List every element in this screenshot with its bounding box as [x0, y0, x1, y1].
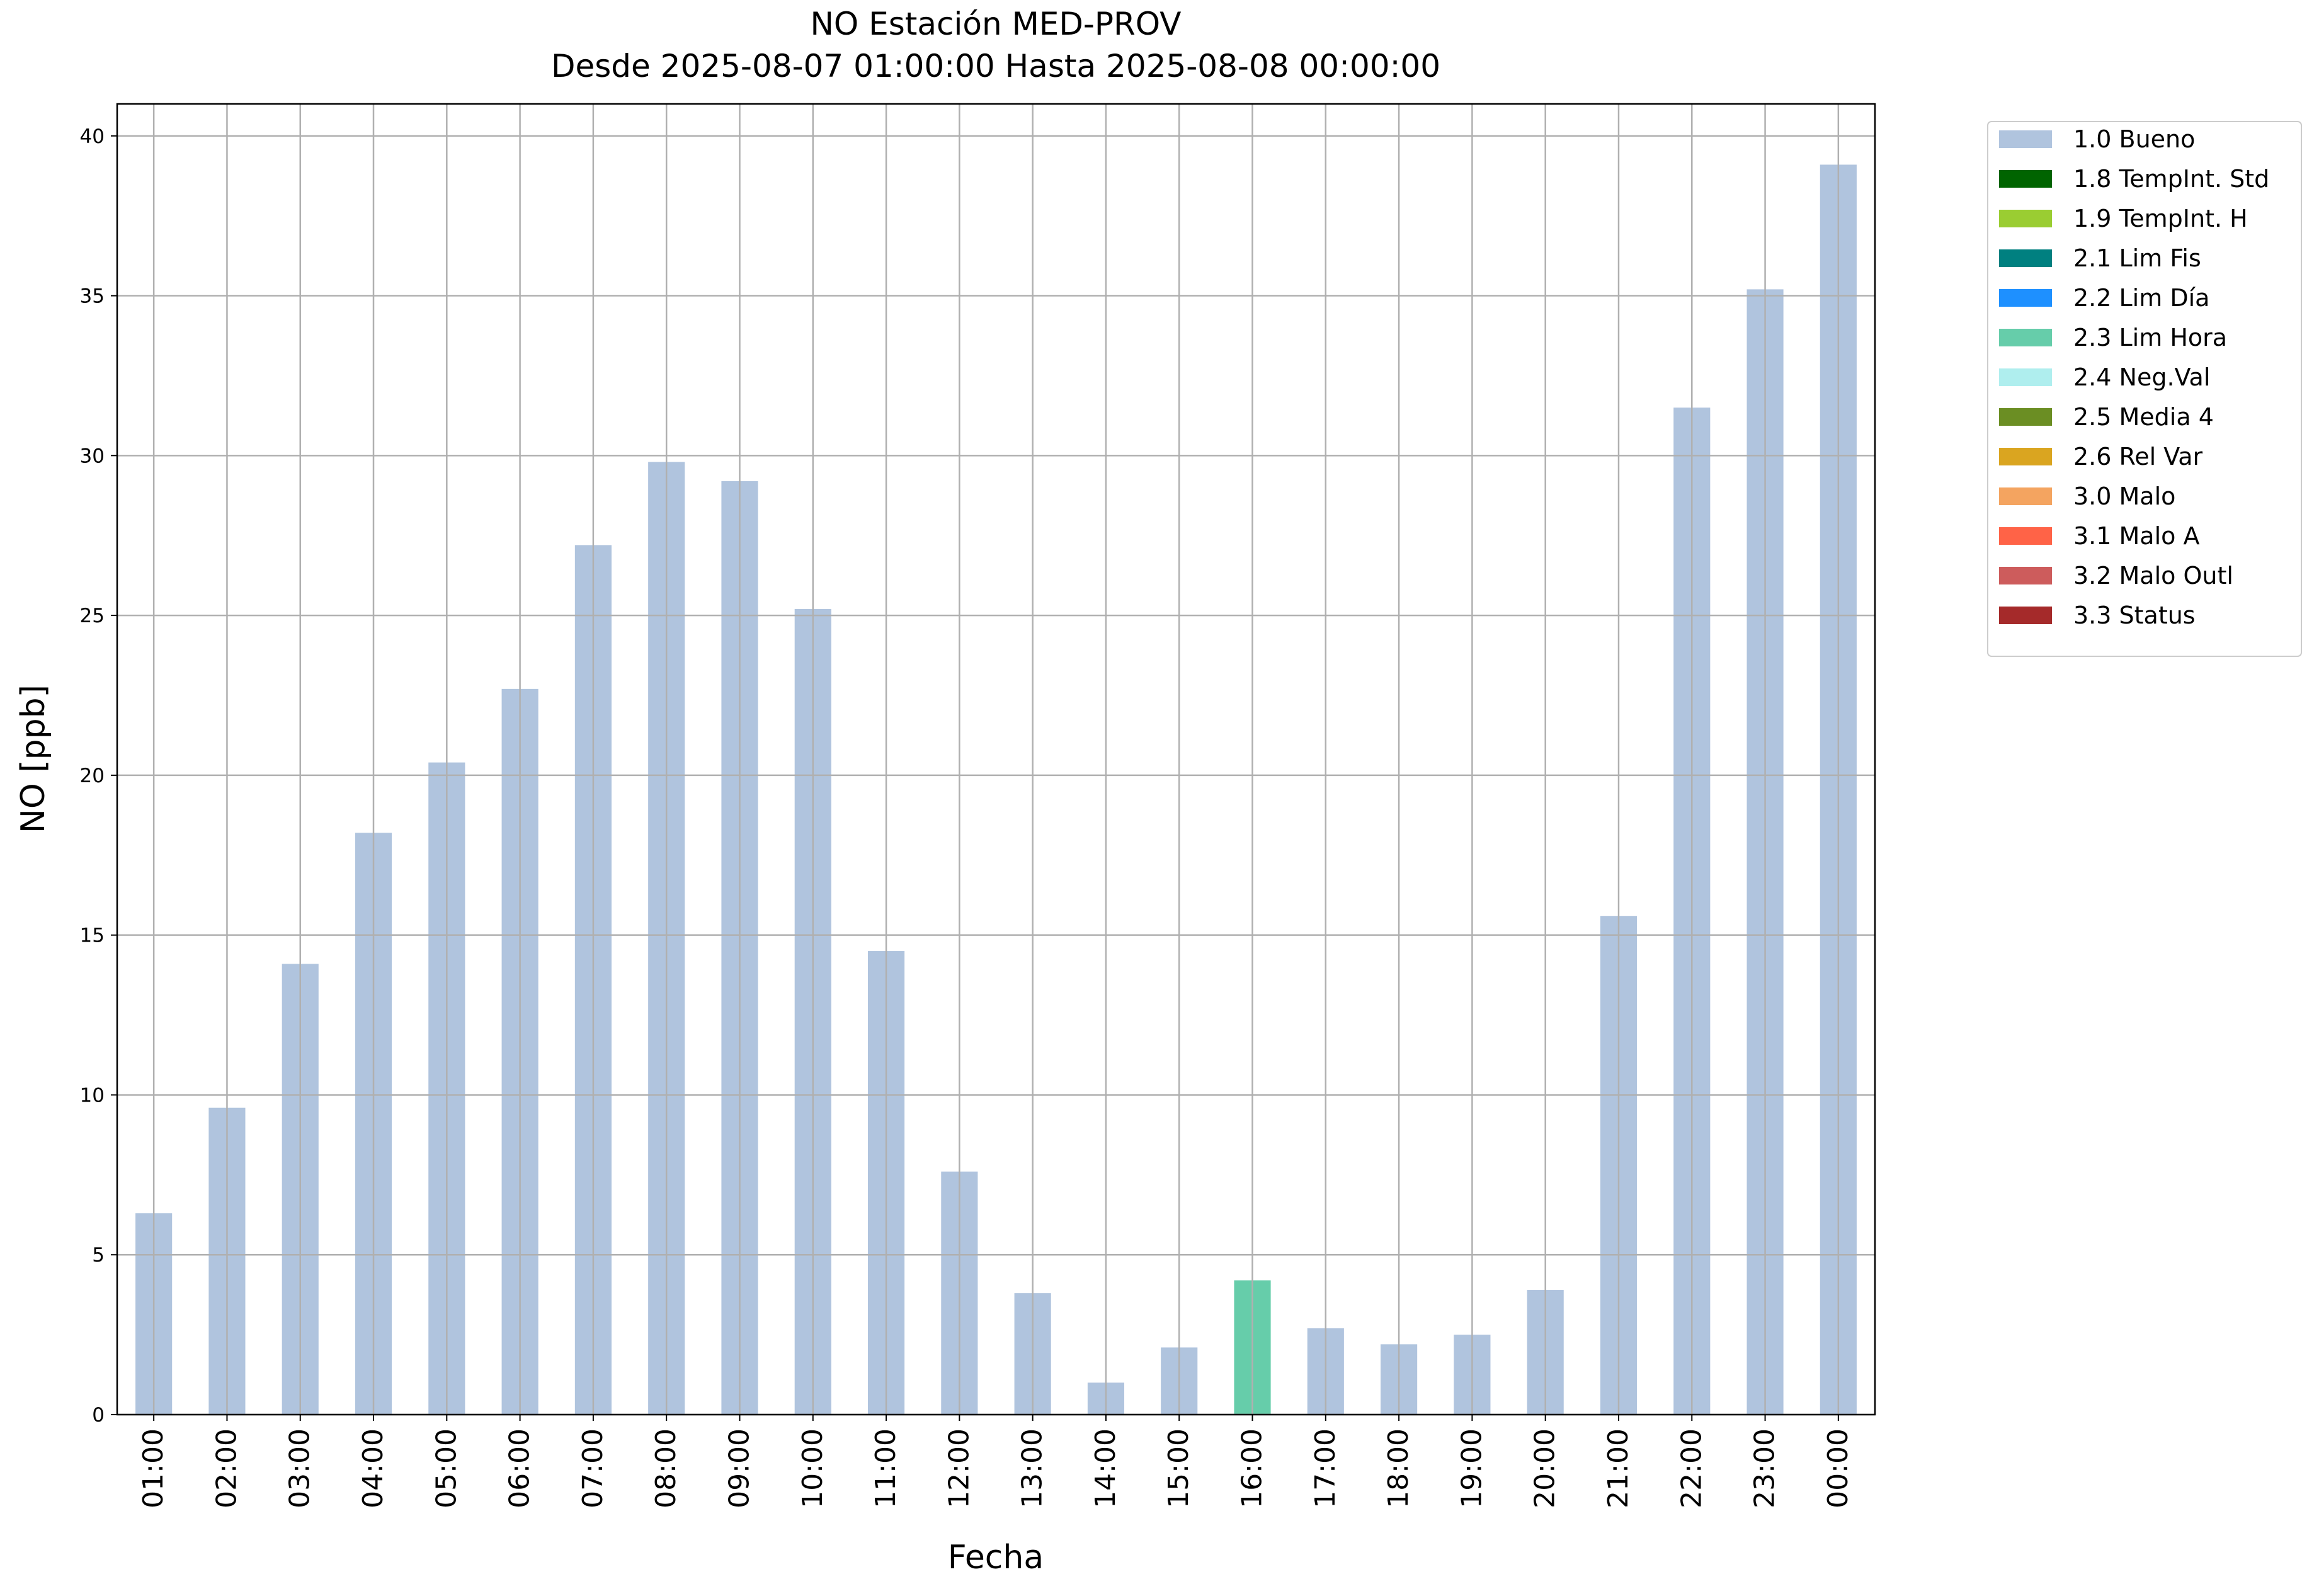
legend-label: 3.2 Malo Outl: [2073, 562, 2233, 590]
x-tick-label: 16:00: [1236, 1428, 1268, 1508]
x-tick-label: 15:00: [1163, 1428, 1195, 1508]
legend-label: 3.3 Status: [2073, 601, 2196, 629]
x-axis-label: Fecha: [948, 1539, 1044, 1576]
y-tick-label: 30: [80, 445, 105, 467]
legend-label: 2.5 Media 4: [2073, 403, 2214, 431]
legend-swatch: [1999, 567, 2052, 584]
x-tick-label: 21:00: [1602, 1428, 1634, 1508]
x-tick-label: 06:00: [504, 1428, 536, 1508]
x-tick-label: 18:00: [1382, 1428, 1415, 1508]
y-tick-label: 5: [92, 1244, 105, 1267]
x-tick-label: 05:00: [430, 1428, 462, 1508]
x-tick-label: 12:00: [943, 1428, 975, 1508]
legend-label: 2.3 Lim Hora: [2073, 324, 2227, 351]
legend-swatch: [1999, 448, 2052, 465]
x-tick-label: 00:00: [1822, 1428, 1854, 1508]
x-tick-label: 07:00: [577, 1428, 609, 1508]
chart-subtitle: Desde 2025-08-07 01:00:00 Hasta 2025-08-…: [551, 48, 1440, 84]
legend-label: 2.4 Neg.Val: [2073, 363, 2210, 391]
legend-swatch: [1999, 408, 2052, 426]
y-tick-label: 25: [80, 605, 105, 627]
y-tick-label: 15: [80, 925, 105, 947]
legend-swatch: [1999, 249, 2052, 267]
legend-swatch: [1999, 607, 2052, 624]
x-tick-label: 01:00: [137, 1428, 169, 1508]
x-tick-label: 08:00: [650, 1428, 682, 1508]
legend-label: 1.8 TempInt. Std: [2073, 165, 2269, 193]
legend-swatch: [1999, 289, 2052, 307]
legend-label: 1.9 TempInt. H: [2073, 205, 2248, 232]
x-tick-label: 17:00: [1309, 1428, 1342, 1508]
y-tick-label: 0: [92, 1404, 105, 1427]
legend-box: [1987, 121, 2302, 657]
y-tick-label: 40: [80, 125, 105, 148]
x-tick-label: 09:00: [723, 1428, 755, 1508]
x-tick-label: 23:00: [1749, 1428, 1781, 1508]
legend-label: 2.2 Lim Día: [2073, 284, 2209, 312]
chart-title: NO Estación MED-PROV: [811, 6, 1182, 42]
x-tick-label: 19:00: [1456, 1428, 1488, 1508]
x-tick-label: 04:00: [357, 1428, 389, 1508]
x-tick-label: 10:00: [797, 1428, 829, 1508]
legend-label: 3.1 Malo A: [2073, 522, 2199, 550]
legend-swatch: [1999, 329, 2052, 346]
y-tick-label: 10: [80, 1084, 105, 1107]
legend-swatch: [1999, 527, 2052, 545]
legend-label: 1.0 Bueno: [2073, 125, 2195, 153]
x-tick-label: 11:00: [870, 1428, 902, 1508]
legend-swatch: [1999, 368, 2052, 386]
x-tick-label: 02:00: [210, 1428, 242, 1508]
legend-label: 2.6 Rel Var: [2073, 443, 2203, 470]
y-tick-label: 35: [80, 285, 105, 308]
legend-label: 2.1 Lim Fis: [2073, 244, 2201, 272]
plot-frame: [116, 103, 1876, 1416]
legend-swatch: [1999, 130, 2052, 148]
x-tick-label: 14:00: [1090, 1428, 1122, 1508]
x-tick-label: 22:00: [1675, 1428, 1707, 1508]
y-tick-label: 20: [80, 765, 105, 787]
x-tick-label: 03:00: [284, 1428, 316, 1508]
x-tick-label: 13:00: [1017, 1428, 1049, 1508]
legend-label: 3.0 Malo: [2073, 482, 2175, 510]
y-axis-label: NO [ppb]: [14, 685, 52, 833]
legend-swatch: [1999, 487, 2052, 505]
x-tick-label: 20:00: [1529, 1428, 1561, 1508]
legend-swatch: [1999, 170, 2052, 188]
legend-swatch: [1999, 210, 2052, 227]
